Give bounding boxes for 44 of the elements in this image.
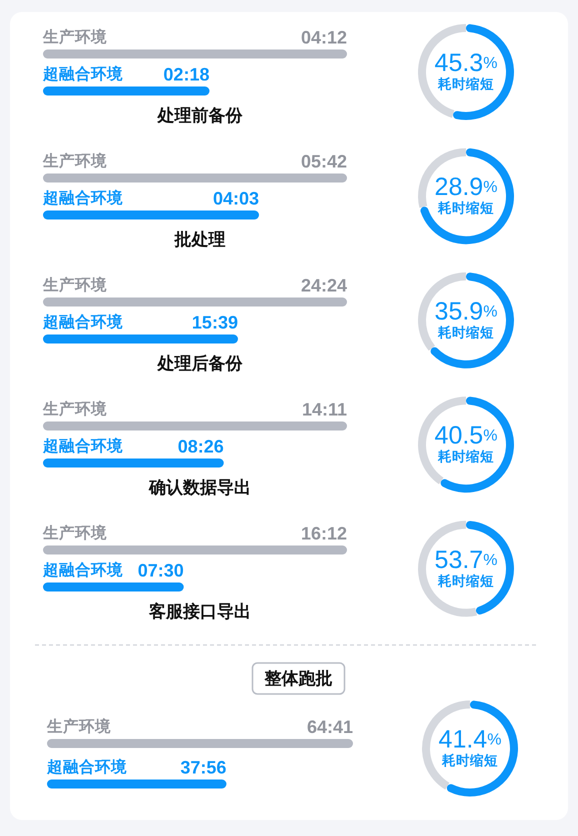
data-label: 14:11 xyxy=(302,400,347,420)
text: 处理后备份 xyxy=(156,354,244,373)
y-tick-label: 超融合环境 xyxy=(42,313,123,331)
data-label: 40.5% xyxy=(434,422,498,450)
donut-slice xyxy=(420,148,514,244)
y-tick-label: 生产环境 xyxy=(42,152,107,170)
data-label: 45.3% xyxy=(434,49,498,77)
y-tick-label: 超融合环境 xyxy=(42,437,123,455)
data-label: 24:24 xyxy=(300,276,347,296)
text: 客服接口导出 xyxy=(148,602,251,621)
data-label: 41.4% xyxy=(438,726,502,754)
y-tick-label: 生产环境 xyxy=(46,718,111,736)
y-tick-label: 超融合环境 xyxy=(42,561,123,579)
slice-label: 耗时缩短 xyxy=(437,76,494,92)
data-label: 04:03 xyxy=(212,188,259,208)
data-label: 04:12 xyxy=(300,28,347,48)
slice-label: 耗时缩短 xyxy=(437,200,494,216)
data-label: 16:12 xyxy=(300,524,347,544)
data-label: 53.7% xyxy=(434,546,498,574)
text: 确认数据导出 xyxy=(148,478,251,497)
slice-label: 耗时缩短 xyxy=(437,324,494,340)
text: 处理前备份 xyxy=(156,106,244,125)
y-tick-label: 生产环境 xyxy=(42,28,107,46)
y-tick-label: 超融合环境 xyxy=(42,65,123,83)
y-tick-label: 超融合环境 xyxy=(46,758,127,776)
y-tick-label: 生产环境 xyxy=(42,524,107,542)
y-tick-label: 生产环境 xyxy=(42,400,107,418)
text: 批处理 xyxy=(174,230,226,249)
data-label: 64:41 xyxy=(306,717,353,737)
slice-label: 耗时缩短 xyxy=(437,572,494,588)
data-label: 28.9% xyxy=(434,173,498,202)
data-label: 37:56 xyxy=(180,758,226,778)
data-label: 02:18 xyxy=(163,64,210,84)
data-label: 05:42 xyxy=(300,152,347,172)
data-label: 08:26 xyxy=(178,436,224,456)
data-label: 35.9% xyxy=(434,297,498,326)
y-tick-label: 超融合环境 xyxy=(42,189,123,207)
slice-label: 耗时缩短 xyxy=(437,448,494,464)
donut-slice xyxy=(430,272,514,368)
data-label: 15:39 xyxy=(192,312,238,332)
data-label: 07:30 xyxy=(138,560,184,580)
y-tick-label: 生产环境 xyxy=(42,276,107,294)
slice-label: 耗时缩短 xyxy=(441,752,498,768)
chart-title: 整体跑批 xyxy=(264,669,332,688)
